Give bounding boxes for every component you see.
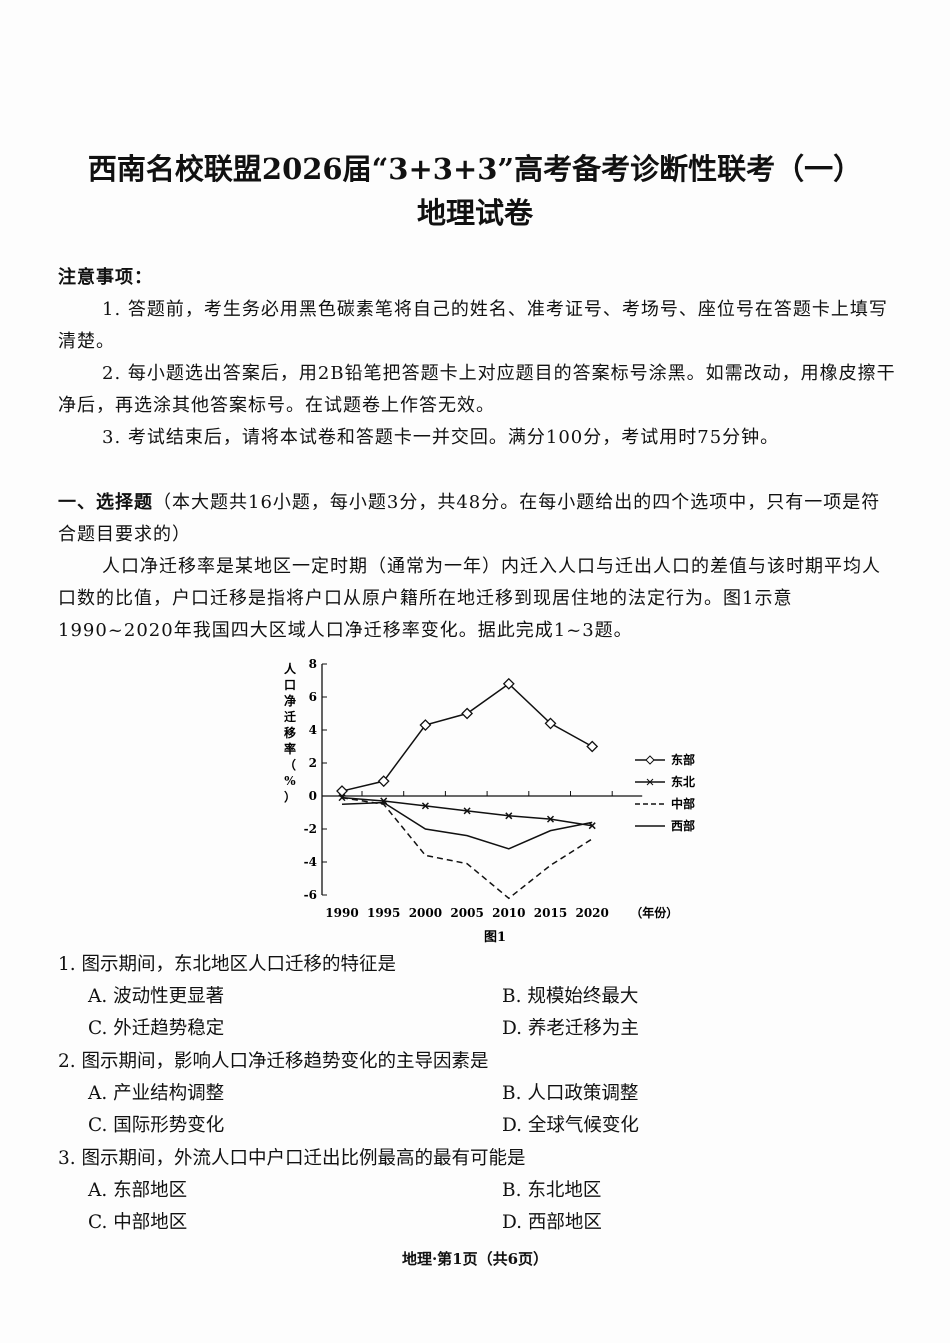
answer-option[interactable]: B. 东北地区 <box>502 1180 602 1201</box>
y-axis-label-char: 率 <box>284 741 296 756</box>
legend-label: 中部 <box>671 796 695 811</box>
y-tick-label: -4 <box>304 855 317 869</box>
x-tick-label: 2020 <box>575 906 608 920</box>
x-tick-label: 1990 <box>325 906 358 920</box>
y-tick-label: 8 <box>309 657 317 671</box>
answer-option[interactable]: C. 国际形势变化 <box>88 1115 225 1136</box>
y-tick-label: 2 <box>309 756 317 770</box>
notice-heading: 注意事项： <box>58 267 153 288</box>
x-tick-label: 2005 <box>450 906 483 920</box>
answer-option[interactable]: B. 规模始终最大 <box>502 986 639 1007</box>
answer-option[interactable]: C. 中部地区 <box>88 1212 188 1233</box>
notice-item: 1. 答题前，考生务必用黑色碳素笔将自己的姓名、准考证号、考场号、座位号在答题卡… <box>58 299 888 352</box>
data-point <box>421 802 429 810</box>
legend-label: 东北 <box>671 774 695 789</box>
data-point <box>544 717 557 730</box>
answer-option[interactable]: D. 西部地区 <box>502 1212 602 1233</box>
series-line-2 <box>341 796 593 900</box>
data-point <box>546 815 555 823</box>
x-tick-label: 1995 <box>367 906 400 920</box>
section-desc: （本大题共16小题，每小题3分，共48分。在每小题给出的四个选项中，只有一项是符… <box>58 492 881 545</box>
section-header: 一、选择题（本大题共16小题，每小题3分，共48分。在每小题给出的四个选项中，只… <box>58 487 898 551</box>
x-axis-label: （年份） <box>630 905 678 920</box>
y-axis-label-char: % <box>284 774 296 788</box>
legend-label: 东部 <box>671 752 695 767</box>
answer-option[interactable]: A. 产业结构调整 <box>88 1083 225 1104</box>
y-axis-label-char: （ <box>284 757 296 772</box>
page-footer: 地理·第1页（共6页） <box>401 1250 549 1268</box>
answer-option[interactable]: C. 外迁趋势稳定 <box>88 1018 225 1039</box>
y-tick-label: 4 <box>309 723 317 737</box>
section-intro: 人口净迁移率是某地区一定时期（通常为一年）内迁入人口与迁出人口的差值与该时期平均… <box>58 556 881 641</box>
y-axis-label-char: 人 <box>284 661 297 676</box>
chart-caption: 图1 <box>484 930 506 945</box>
y-axis-label-char: 移 <box>284 725 296 740</box>
data-point <box>505 812 513 820</box>
y-axis-label-char: ） <box>284 789 296 804</box>
notice-item: 2. 每小题选出答案后，用2B铅笔把答题卡上对应题目的答案标号涂黑。如需改动，用… <box>58 363 896 416</box>
data-point <box>502 677 515 690</box>
y-axis-label-char: 口 <box>284 678 296 692</box>
y-axis-label-char: 净 <box>284 693 296 708</box>
migration-rate-chart: -6 -4 -2 0 2 4 6 8 1990 1995 2000 2005 2010 2015 2020 （… <box>284 657 695 945</box>
exam-subtitle: 地理试卷 <box>416 196 533 230</box>
y-tick-label: -2 <box>304 822 317 836</box>
x-tick-label: 2000 <box>409 906 442 920</box>
series-line-3 <box>341 801 593 850</box>
answer-option[interactable]: D. 养老迁移为主 <box>502 1018 639 1039</box>
x-tick-label: 2015 <box>534 906 567 920</box>
answer-option[interactable]: B. 人口政策调整 <box>502 1083 639 1104</box>
answer-option[interactable]: A. 波动性更显著 <box>88 986 225 1007</box>
y-tick-label: 6 <box>309 690 317 704</box>
answer-option[interactable]: D. 全球气候变化 <box>502 1115 639 1136</box>
data-point <box>461 707 474 720</box>
y-axis-label-char: 迁 <box>284 709 296 724</box>
legend-marker <box>646 778 654 786</box>
data-point <box>588 822 596 830</box>
legend-label: 西部 <box>671 818 695 833</box>
data-point <box>463 807 471 815</box>
x-tick-label: 2010 <box>492 906 525 920</box>
question-stem: 2. 图示期间，影响人口净迁移趋势变化的主导因素是 <box>58 1051 489 1072</box>
data-point <box>377 775 390 788</box>
question-stem: 3. 图示期间，外流人口中户口迁出比例最高的最有可能是 <box>58 1148 526 1169</box>
series-line-0 <box>341 682 593 792</box>
legend-marker <box>645 755 655 765</box>
data-point <box>586 740 599 753</box>
data-point <box>336 785 348 797</box>
y-tick-label: -6 <box>304 888 317 902</box>
answer-option[interactable]: A. 东部地区 <box>88 1180 188 1201</box>
data-point <box>419 719 432 731</box>
exam-title: 西南名校联盟2026届“3+3+3”高考备考诊断性联考（一） <box>87 152 863 186</box>
y-tick-label: 0 <box>309 789 317 803</box>
section-heading: 一、选择题 <box>58 492 153 513</box>
notice-item: 3. 考试结束后，请将本试卷和答题卡一并交回。满分100分，考试用时75分钟。 <box>102 427 780 448</box>
question-stem: 1. 图示期间，东北地区人口迁移的特征是 <box>58 954 397 975</box>
